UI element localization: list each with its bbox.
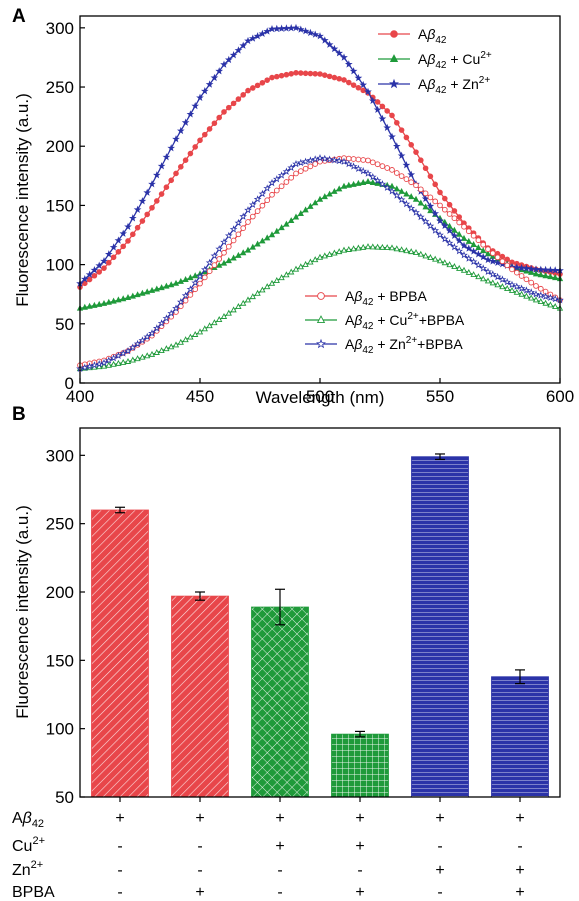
- series-markers: [76, 154, 564, 373]
- panel-a-y-tick-label: 250: [46, 78, 74, 97]
- panel-b-bar-chart: 50 100 150 200 250 300 Fluorescence intensity…: [12, 427, 561, 901]
- table-row-label: BPBA: [12, 884, 55, 901]
- table-cell: +: [275, 810, 284, 827]
- table-cell: -: [117, 838, 122, 855]
- series-markers: [76, 23, 564, 287]
- panel-b-plot-frame: [79, 427, 561, 798]
- legend-item: Aβ42 + Zn2++BPBA: [305, 335, 463, 356]
- panel-a-axes: 400 450 500 550 600 0 50 100 150 200 250 300: [46, 19, 575, 406]
- legend-label: Aβ42 + Zn2++BPBA: [345, 335, 463, 356]
- panel-a-x-tick-label: 500: [306, 387, 334, 406]
- table-cell: -: [197, 838, 202, 855]
- panel-a-y-tick-label: 0: [65, 374, 74, 393]
- bar: [331, 733, 389, 798]
- panel-a-x-tick-label: 450: [186, 387, 214, 406]
- error-bar: [115, 506, 125, 514]
- panel-a-y-tick-label: 150: [46, 196, 74, 215]
- panel-b-y-tick-label: 300: [46, 446, 74, 465]
- panel-a-y-axis-title: Fluorescence intensity (a.u.): [13, 93, 32, 307]
- panel-a-legend-bottom: Aβ42 + BPBA Aβ42 + Cu2++BPBA Aβ42 + Zn2++B…: [305, 288, 465, 356]
- panel-b-y-tick-label: 50: [55, 788, 74, 807]
- legend-label: Aβ42 + Zn2+: [418, 75, 490, 96]
- error-bar: [435, 453, 445, 461]
- panel-a-y-tick-label: 100: [46, 256, 74, 275]
- table-cell: -: [117, 884, 122, 901]
- table-cell: +: [435, 810, 444, 827]
- table-cell: -: [357, 862, 362, 879]
- table-row-label: Cu2+: [12, 835, 45, 855]
- table-cell: +: [515, 810, 524, 827]
- bar: [171, 595, 229, 798]
- table-cell: +: [115, 810, 124, 827]
- error-bar: [515, 669, 525, 685]
- panel-b-treatment-table: Aβ42 + + + + + + Cu2+ - - + + - - Zn2+ - - - - + + BPBA - + - + - +: [12, 810, 525, 901]
- table-cell: -: [517, 838, 522, 855]
- legend-label: Aβ42 + BPBA: [345, 288, 427, 308]
- panel-b-label: B: [12, 404, 26, 425]
- error-bar: [355, 730, 365, 738]
- bar: [491, 676, 549, 798]
- table-cell: -: [277, 862, 282, 879]
- legend-item: Aβ42 + BPBA: [305, 288, 427, 308]
- panel-a-legend-top: Aβ42 Aβ42 + Cu2+ Aβ42 + Zn2+: [378, 26, 492, 96]
- panel-a-y-tick-label: 50: [55, 315, 74, 334]
- table-cell: +: [355, 884, 364, 901]
- legend-label: Aβ42 + Cu2++BPBA: [345, 311, 465, 332]
- panel-a-x-axis-title: Wavelength (nm): [256, 388, 385, 407]
- panel-a-x-tick-label: 600: [546, 387, 574, 406]
- table-cell: +: [195, 810, 204, 827]
- error-bar: [275, 588, 285, 626]
- panel-a-y-tick-label: 300: [46, 19, 74, 38]
- series-line: [79, 246, 561, 370]
- panel-b-y-axis-title: Fluorescence intensity (a.u.): [13, 505, 32, 719]
- error-bar: [195, 591, 205, 601]
- legend-label: Aβ42 + Cu2+: [418, 50, 492, 71]
- panel-a-curves: [76, 23, 564, 373]
- panel-b-y-tick-label: 150: [46, 651, 74, 670]
- panel-a-x-tick-label: 550: [426, 387, 454, 406]
- panel-b-y-tick-label: 100: [46, 720, 74, 739]
- panel-b-y-tick-label: 200: [46, 583, 74, 602]
- table-cell: -: [437, 884, 442, 901]
- table-cell: +: [515, 862, 524, 879]
- panel-a-y-tick-label: 200: [46, 137, 74, 156]
- table-cell: -: [117, 862, 122, 879]
- series-markers: [76, 243, 564, 372]
- panel-b-y-tick-label: 250: [46, 515, 74, 534]
- legend-item: Aβ42: [378, 26, 447, 46]
- table-cell: -: [277, 884, 282, 901]
- table-cell: +: [355, 838, 364, 855]
- legend-item: Aβ42 + Cu2+: [378, 50, 492, 71]
- panel-a-label: A: [12, 6, 26, 27]
- legend-item: Aβ42 + Zn2+: [378, 75, 490, 96]
- bar: [251, 606, 309, 798]
- table-cell: +: [355, 810, 364, 827]
- table-cell: +: [515, 884, 524, 901]
- table-cell: +: [275, 838, 284, 855]
- bar: [411, 456, 469, 798]
- panel-b-axes: 50 100 150 200 250 300: [46, 446, 521, 807]
- table-cell: -: [437, 838, 442, 855]
- table-cell: +: [435, 862, 444, 879]
- table-row-label: Aβ42: [12, 810, 44, 830]
- series-markers: [76, 178, 564, 311]
- panel-a-line-chart: 400 450 500 550 600 0 50 100 150 200 250 300 Wavele…: [13, 15, 575, 407]
- legend-item: Aβ42 + Cu2++BPBA: [305, 311, 465, 332]
- panel-a-x-tick-label: 400: [66, 387, 94, 406]
- panel-b-bars: [91, 453, 549, 798]
- legend-label: Aβ42: [418, 26, 447, 46]
- bar: [91, 509, 149, 798]
- table-cell: +: [195, 884, 204, 901]
- table-cell: -: [197, 862, 202, 879]
- table-row-label: Zn2+: [12, 859, 43, 879]
